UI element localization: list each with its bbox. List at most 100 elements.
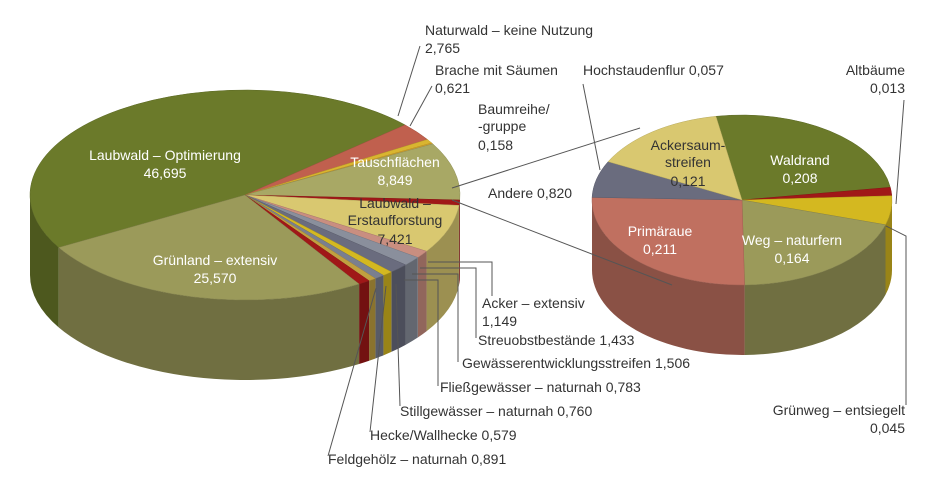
label-line: Erstaufforstung	[348, 212, 443, 228]
label-line: Primäraue	[628, 223, 693, 239]
slice-label: Streuobstbestände 1,433	[478, 332, 635, 348]
slice-side	[359, 280, 370, 364]
slice-name: Waldrand	[770, 152, 829, 168]
label-line: Altbäume	[846, 62, 905, 78]
pie-slice	[29, 89, 406, 248]
slice-name: Andere	[488, 185, 533, 201]
pie-slice	[244, 143, 461, 201]
slice-label: Gewässerentwicklungsstreifen 1,506	[462, 355, 690, 371]
slice-value: 0,760	[557, 403, 592, 419]
leader-line	[369, 285, 387, 433]
pie-slice	[607, 116, 743, 201]
slice-side	[30, 195, 59, 328]
pie-slice	[741, 199, 886, 286]
leader-line	[582, 83, 601, 171]
slice-side	[391, 264, 406, 352]
slice-name: Brache mit Säumen	[435, 62, 558, 78]
pie-slice	[715, 114, 891, 201]
slice-name: Hecke/Wallhecke	[370, 427, 478, 443]
slice-value: 0,045	[870, 420, 905, 436]
label-line: Brache mit Säumen	[435, 62, 558, 78]
slice-side	[417, 251, 427, 338]
slice-value: 0,783	[606, 379, 641, 395]
connector-line	[451, 127, 641, 189]
leader-line	[885, 225, 907, 405]
slice-value: 0,579	[482, 427, 517, 443]
slice-value: 7,421	[377, 231, 412, 247]
slice-value: 8,849	[377, 172, 412, 188]
labels: Laubwald – Optimierung 46,695 Naturwald – …	[89, 22, 905, 467]
slice-value: 0,208	[782, 170, 817, 186]
slice-name: Stillgewässer – naturnah	[400, 403, 553, 419]
slice-value: 1,433	[599, 332, 634, 348]
slice-value: 25,570	[194, 270, 237, 286]
slice-value: 2,765	[425, 40, 460, 56]
slice-side	[458, 199, 460, 286]
label-line: Naturwald – keine Nutzung	[425, 22, 593, 38]
leader-line	[397, 45, 421, 117]
slice-value: 0,891	[471, 451, 506, 467]
label-line: Waldrand	[770, 152, 829, 168]
slice-label: Hecke/Wallhecke 0,579	[370, 427, 517, 443]
pie-sides	[30, 195, 892, 380]
slice-value: 1,506	[655, 355, 690, 371]
slice-side	[383, 271, 392, 356]
slice-value: 0,820	[537, 185, 572, 201]
leader-line	[895, 99, 905, 205]
leader-lines	[327, 45, 907, 457]
slice-name: Laubwald – Optimierung	[89, 147, 241, 163]
label-line: streifen	[665, 154, 711, 170]
leader-line	[327, 287, 377, 457]
slice-name: Grünweg – entsiegelt	[773, 402, 905, 418]
slice-name: Altbäume	[846, 62, 905, 78]
slice-name: Gewässerentwicklungsstreifen	[462, 355, 651, 371]
slice-label: Feldgehölz – naturnah 0,891	[328, 451, 506, 467]
label-line: Acker – extensiv	[482, 295, 585, 311]
slice-value: 0,121	[670, 173, 705, 189]
pie-slice	[591, 197, 745, 286]
label-line: Grünland – extensiv	[153, 252, 278, 268]
slice-name: Grünland – extensiv	[153, 252, 278, 268]
label-line: Ackersaum-	[651, 137, 726, 153]
slice-side	[58, 247, 360, 380]
leader-line	[420, 267, 477, 338]
slice-side	[369, 278, 376, 361]
slice-value: 0,211	[643, 241, 677, 257]
label-line: Tauschflächen	[350, 154, 440, 170]
slice-name: Fließgewässer – naturnah	[440, 379, 602, 395]
leader-line	[428, 261, 493, 296]
slice-label: Hochstaudenflur 0,057	[583, 62, 724, 78]
leader-line	[395, 283, 401, 407]
leader-line	[409, 85, 433, 127]
slice-label: Andere 0,820	[488, 185, 572, 201]
slice-name: Acker – extensiv	[482, 295, 585, 311]
pie-slice	[244, 194, 460, 252]
slice-value: 0,164	[774, 250, 809, 266]
leader-line	[404, 279, 439, 386]
slice-name: Ackersaum-streifen	[651, 137, 726, 170]
slice-side	[592, 200, 745, 355]
slice-name: Laubwald – Erstaufforstung	[348, 195, 443, 228]
label-line: -gruppe	[478, 118, 526, 134]
slice-side	[375, 275, 384, 359]
slice-value: 1,149	[482, 313, 517, 329]
connector-line	[451, 199, 673, 286]
slice-name: Streuobstbestände	[478, 332, 596, 348]
label-line: Grünweg – entsiegelt	[773, 402, 905, 418]
connectors	[451, 127, 673, 286]
slice-value: 0,621	[435, 80, 470, 96]
label-line: Laubwald –	[359, 195, 431, 211]
slice-label: Stillgewässer – naturnah 0,760	[400, 403, 592, 419]
slice-value: 46,695	[144, 165, 187, 181]
slice-name: Naturwald – keine Nutzung	[425, 22, 593, 38]
slice-name: Baumreihe/-gruppe	[478, 101, 550, 134]
pie-tops	[29, 89, 893, 301]
slice-side	[744, 224, 886, 355]
slice-name: Hochstaudenflur	[583, 62, 685, 78]
pie-slice	[58, 194, 360, 301]
slice-name: Feldgehölz – naturnah	[328, 451, 467, 467]
label-line: Baumreihe/	[478, 101, 550, 117]
slice-value: 0,158	[478, 137, 513, 153]
label-line: Weg – naturfern	[742, 232, 842, 248]
